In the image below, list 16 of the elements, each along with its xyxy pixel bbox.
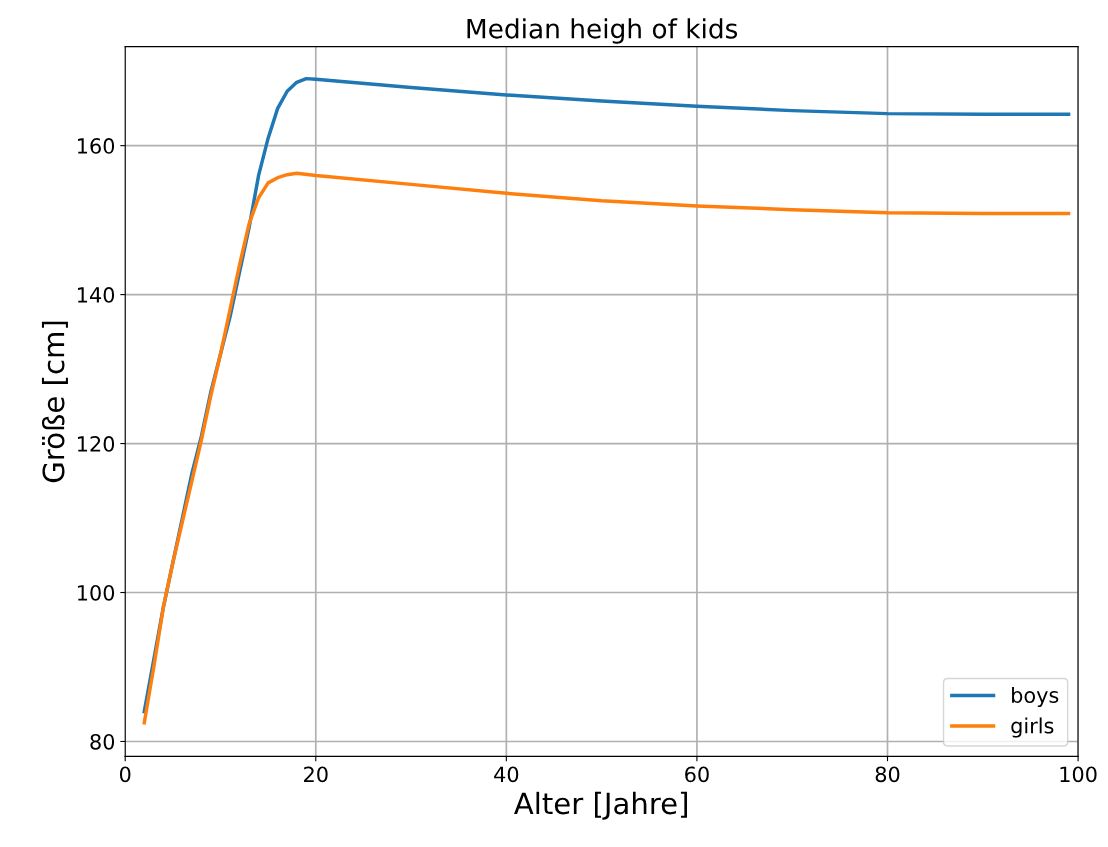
x-axis-title: Alter [Jahre] xyxy=(514,791,687,820)
x-tick-label: 0 xyxy=(119,766,131,783)
y-tick-label: 100 xyxy=(78,584,115,601)
y-tick-label: 120 xyxy=(78,436,115,452)
x-tick-label: 80 xyxy=(875,766,900,783)
y-axis-title: Größe [cm] xyxy=(41,321,68,483)
legend-label: boys xyxy=(1012,686,1059,708)
x-tick-label: 100 xyxy=(1060,766,1097,783)
y-tick-label: 140 xyxy=(78,287,115,303)
chart-title: Median heigh of kids xyxy=(467,18,738,44)
x-tick-label: 60 xyxy=(685,766,709,783)
legend-label: girls xyxy=(1011,717,1054,738)
y-tick-label: 160 xyxy=(78,138,115,154)
y-tick-label: 80 xyxy=(90,733,115,750)
x-tick-label: 20 xyxy=(304,766,328,783)
x-tick-label: 40 xyxy=(494,766,519,783)
